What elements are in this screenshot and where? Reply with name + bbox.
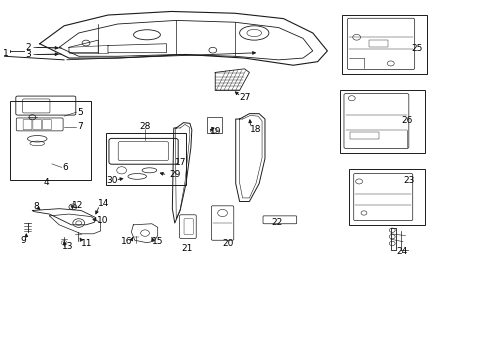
- Text: 19: 19: [210, 127, 222, 136]
- Text: 8: 8: [33, 202, 39, 211]
- Text: 9: 9: [20, 237, 26, 246]
- Text: 3: 3: [25, 50, 31, 59]
- Text: 20: 20: [222, 239, 233, 248]
- Text: 4: 4: [43, 178, 49, 187]
- Bar: [349, 132, 378, 139]
- Text: 15: 15: [152, 237, 163, 246]
- Text: 12: 12: [72, 201, 83, 210]
- Text: 24: 24: [396, 247, 407, 256]
- Text: 10: 10: [97, 216, 108, 225]
- Text: 27: 27: [239, 93, 250, 102]
- Text: 21: 21: [181, 244, 192, 253]
- Bar: [339, 90, 424, 153]
- Text: 1: 1: [3, 49, 9, 58]
- Text: 22: 22: [271, 218, 283, 227]
- Text: 5: 5: [77, 108, 83, 117]
- Text: 7: 7: [77, 122, 83, 131]
- Text: 13: 13: [62, 242, 74, 251]
- Bar: [105, 134, 185, 185]
- Text: 26: 26: [401, 116, 412, 125]
- Text: 16: 16: [121, 237, 132, 246]
- Bar: [368, 40, 387, 47]
- Text: 11: 11: [81, 239, 92, 248]
- Text: 17: 17: [174, 158, 186, 167]
- Bar: [10, 101, 91, 180]
- Text: 2: 2: [25, 43, 31, 52]
- Text: 23: 23: [403, 176, 414, 185]
- Bar: [206, 117, 221, 134]
- Text: 14: 14: [98, 199, 109, 208]
- Text: 29: 29: [168, 170, 180, 179]
- Text: 30: 30: [106, 176, 117, 185]
- Bar: [348, 169, 424, 225]
- Text: 25: 25: [410, 44, 422, 53]
- Text: 6: 6: [62, 163, 68, 172]
- Text: 18: 18: [250, 125, 261, 134]
- Bar: [341, 15, 427, 74]
- Text: 28: 28: [140, 122, 151, 131]
